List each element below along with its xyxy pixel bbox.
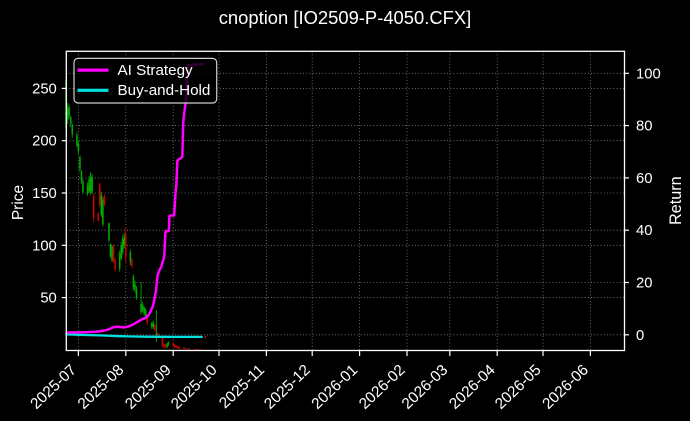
- svg-text:80: 80: [636, 119, 652, 135]
- svg-text:50: 50: [40, 291, 56, 307]
- svg-text:60: 60: [636, 171, 652, 187]
- svg-text:200: 200: [32, 134, 57, 150]
- svg-text:100: 100: [32, 238, 57, 254]
- svg-text:250: 250: [32, 81, 57, 97]
- svg-text:150: 150: [32, 186, 57, 202]
- svg-text:cnoption [IO2509-P-4050.CFX]: cnoption [IO2509-P-4050.CFX]: [219, 7, 472, 28]
- svg-text:Return: Return: [667, 176, 685, 225]
- svg-text:0: 0: [636, 328, 644, 344]
- svg-text:Buy-and-Hold: Buy-and-Hold: [118, 82, 211, 99]
- svg-text:AI Strategy: AI Strategy: [118, 62, 194, 79]
- svg-text:100: 100: [636, 66, 661, 82]
- svg-text:20: 20: [636, 276, 652, 292]
- svg-text:Price: Price: [10, 185, 27, 220]
- svg-text:40: 40: [636, 223, 652, 239]
